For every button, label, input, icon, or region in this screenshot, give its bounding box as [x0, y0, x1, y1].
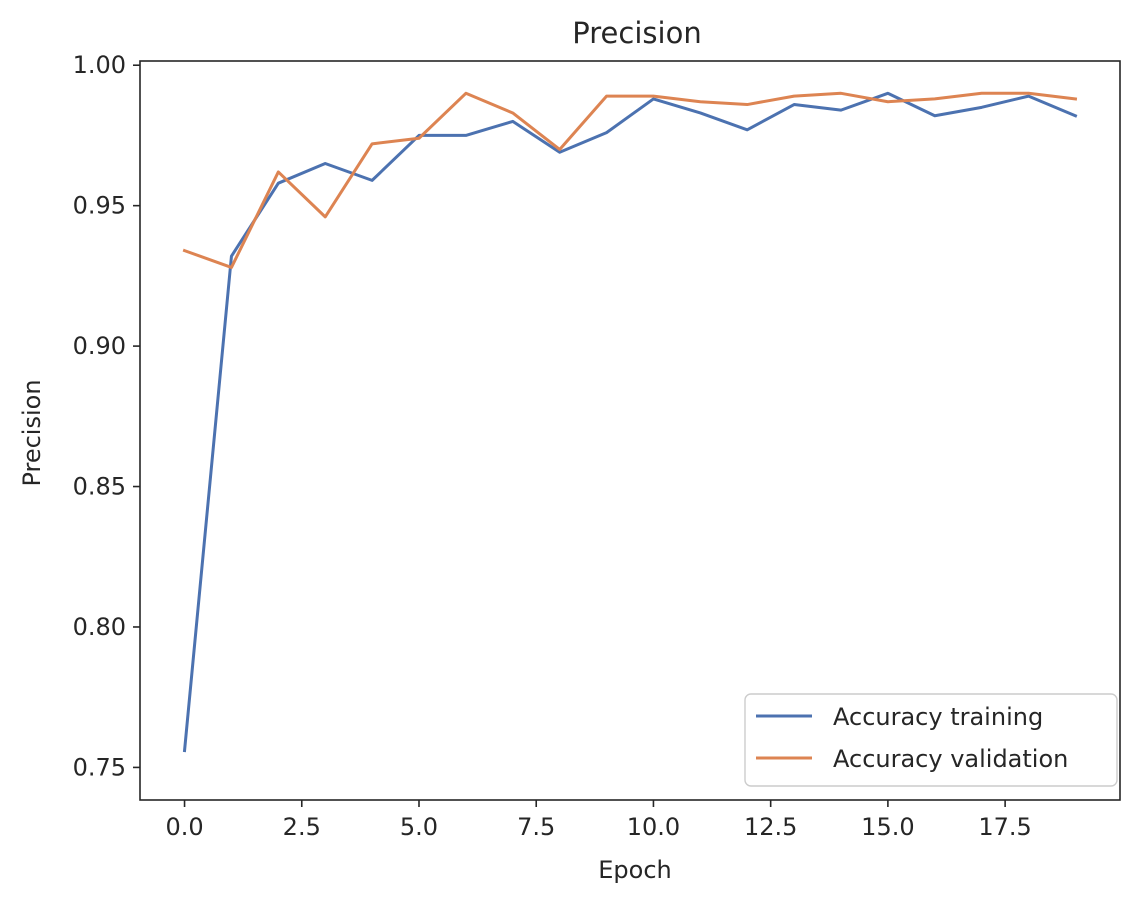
series-line-validation	[182, 91, 1078, 269]
series-layer	[182, 91, 1078, 753]
axes-frame	[139, 60, 1121, 801]
x-tick-label: 12.5	[744, 813, 797, 841]
chart-title: Precision	[572, 16, 701, 50]
y-tick-label: 1.00	[73, 51, 126, 79]
legend-label-training: Accuracy training	[833, 703, 1043, 731]
x-tick-label: 10.0	[627, 813, 680, 841]
x-tick-label: 2.5	[283, 813, 321, 841]
y-tick-label: 0.85	[73, 473, 126, 501]
legend: Accuracy training Accuracy validation	[744, 693, 1118, 787]
series-line-training	[182, 91, 1078, 753]
y-axis-label: Precision	[18, 379, 46, 486]
plot-area	[139, 60, 1121, 801]
x-axis-label: Epoch	[598, 856, 672, 884]
x-tick-label: 0.0	[165, 813, 203, 841]
y-axis-ticks: 0.75 0.80 0.85 0.90 0.95 1.00	[73, 51, 140, 781]
y-tick-label: 0.75	[73, 753, 126, 781]
x-tick-label: 15.0	[861, 813, 914, 841]
legend-label-validation: Accuracy validation	[833, 745, 1068, 773]
y-tick-label: 0.95	[73, 192, 126, 220]
legend-box	[744, 693, 1118, 787]
x-tick-label: 5.0	[400, 813, 438, 841]
x-tick-label: 17.5	[978, 813, 1031, 841]
y-tick-label: 0.90	[73, 332, 126, 360]
x-tick-label: 7.5	[517, 813, 555, 841]
x-axis-ticks: 0.0 2.5 5.0 7.5 10.0 12.5 15.0 17.5	[165, 800, 1032, 841]
y-tick-label: 0.80	[73, 613, 126, 641]
